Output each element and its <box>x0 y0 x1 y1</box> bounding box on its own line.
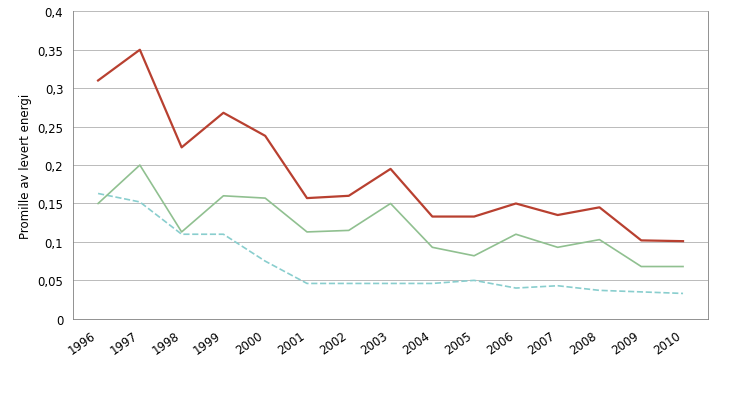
Ikke-varslede [‰] <box>219 194 228 199</box>
Totalt [‰] <box>261 134 269 139</box>
Ikke-varslede [‰] <box>595 238 604 243</box>
Ikke-varslede [‰] <box>93 202 102 207</box>
Varslede [‰] <box>261 259 269 264</box>
Varslede [‰] <box>386 281 395 286</box>
Totalt [‰] <box>595 205 604 210</box>
Line: Totalt [‰]: Totalt [‰] <box>98 51 683 242</box>
Totalt [‰] <box>177 146 186 151</box>
Totalt [‰] <box>93 79 102 84</box>
Totalt [‰] <box>136 48 145 53</box>
Totalt [‰] <box>345 194 353 199</box>
Varslede [‰] <box>637 290 645 294</box>
Ikke-varslede [‰] <box>136 163 145 168</box>
Line: Ikke-varslede [‰]: Ikke-varslede [‰] <box>98 166 683 267</box>
Ikke-varslede [‰] <box>428 245 437 250</box>
Totalt [‰] <box>512 202 520 207</box>
Varslede [‰] <box>345 281 353 286</box>
Ikke-varslede [‰] <box>177 230 186 235</box>
Varslede [‰] <box>136 200 145 205</box>
Ikke-varslede [‰] <box>512 232 520 237</box>
Totalt [‰] <box>386 167 395 172</box>
Ikke-varslede [‰] <box>345 228 353 233</box>
Totalt [‰] <box>679 239 688 244</box>
Varslede [‰] <box>553 283 562 288</box>
Totalt [‰] <box>303 196 312 201</box>
Ikke-varslede [‰] <box>303 230 312 235</box>
Varslede [‰] <box>93 191 102 196</box>
Ikke-varslede [‰] <box>469 254 478 258</box>
Totalt [‰] <box>428 215 437 220</box>
Ikke-varslede [‰] <box>679 265 688 270</box>
Ikke-varslede [‰] <box>637 265 645 270</box>
Line: Varslede [‰]: Varslede [‰] <box>98 194 683 294</box>
Totalt [‰] <box>637 238 645 243</box>
Varslede [‰] <box>177 232 186 237</box>
Ikke-varslede [‰] <box>553 245 562 250</box>
Totalt [‰] <box>219 111 228 116</box>
Varslede [‰] <box>219 232 228 237</box>
Varslede [‰] <box>469 278 478 283</box>
Totalt [‰] <box>469 215 478 220</box>
Varslede [‰] <box>428 281 437 286</box>
Totalt [‰] <box>553 213 562 218</box>
Varslede [‰] <box>679 291 688 296</box>
Ikke-varslede [‰] <box>386 202 395 207</box>
Varslede [‰] <box>512 286 520 291</box>
Y-axis label: Promille av levert energi: Promille av levert energi <box>19 93 31 238</box>
Varslede [‰] <box>595 288 604 293</box>
Varslede [‰] <box>303 281 312 286</box>
Ikke-varslede [‰] <box>261 196 269 201</box>
Legend: Varslede [‰], Ikke-varslede [‰], Totalt [‰]: Varslede [‰], Ikke-varslede [‰], Totalt … <box>178 407 603 409</box>
